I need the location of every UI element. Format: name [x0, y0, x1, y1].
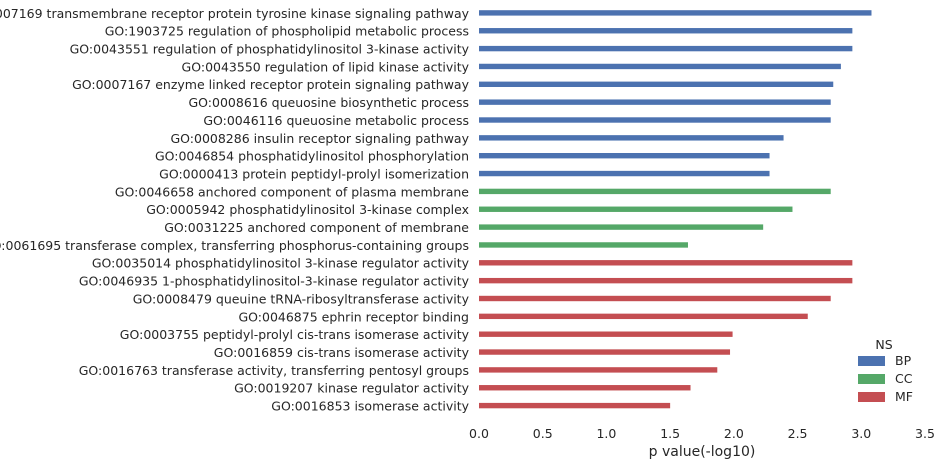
bar: [479, 81, 834, 87]
bar: [479, 170, 770, 177]
legend-title: NS: [875, 337, 892, 352]
bar: [479, 135, 784, 141]
category-label: GO:0016763 transferase activity, transfe…: [79, 363, 469, 378]
bar: [479, 188, 831, 195]
bar: [479, 349, 731, 355]
x-tick-label: 0.0: [469, 426, 489, 441]
bar: [479, 206, 793, 212]
bar: [479, 331, 733, 337]
category-label: GO:0003755 peptidyl-prolyl cis-trans iso…: [120, 327, 470, 342]
category-label: GO:0035014 phosphatidylinositol 3-kinase…: [92, 256, 470, 271]
legend-swatch: [858, 392, 885, 402]
x-tick-label: 0.5: [533, 426, 553, 441]
bar: [479, 224, 764, 230]
bar: [479, 260, 853, 266]
legend: NS BP CC MF: [858, 337, 913, 404]
legend-swatch: [858, 356, 885, 366]
bars: [479, 10, 872, 409]
category-label: GO:0016853 isomerase activity: [271, 399, 469, 414]
category-label: GO:0019207 kinase regulator activity: [234, 381, 470, 396]
bar: [479, 99, 831, 105]
x-axis-title: p value(-log10): [649, 444, 756, 460]
bar: [479, 117, 831, 123]
bar: [479, 28, 853, 34]
category-label: GO:0005942 phosphatidylinositol 3-kinase…: [146, 202, 469, 217]
bar: [479, 385, 691, 391]
bar: [479, 10, 872, 16]
category-label: GO:0031225 anchored component of membran…: [164, 220, 469, 235]
category-label: GO:0046935 1-phosphatidylinositol-3-kina…: [79, 274, 470, 289]
x-tick-label: 3.5: [915, 426, 935, 441]
category-label: GO:0000413 protein peptidyl-prolyl isome…: [159, 166, 469, 181]
category-label: GO:0008479 queuine tRNA-ribosyltransfera…: [133, 291, 470, 306]
bar: [479, 402, 671, 409]
category-label: GO:0043550 regulation of lipid kinase ac…: [182, 59, 470, 74]
bar: [479, 277, 853, 284]
bar: [479, 313, 808, 320]
category-label: GO:0008616 queuosine biosynthetic proces…: [188, 95, 469, 110]
category-label: GO:0046116 queuosine metabolic process: [203, 113, 469, 128]
legend-label: MF: [895, 389, 913, 404]
category-label: GO:0061695 transferase complex, transfer…: [0, 238, 469, 253]
bar: [479, 295, 831, 302]
category-label: GO:0007167 enzyme linked receptor protei…: [72, 77, 470, 92]
bar: [479, 153, 770, 159]
x-axis-ticks: 0.0 0.5 1.0 1.5 2.0 2.5 3.0 3.5: [469, 426, 935, 441]
legend-swatch: [858, 374, 885, 384]
x-tick-label: 2.0: [724, 426, 744, 441]
bar: [479, 367, 718, 373]
legend-label: CC: [895, 371, 913, 386]
category-label: GO:0043551 regulation of phosphatidylino…: [70, 42, 470, 57]
x-tick-label: 3.0: [851, 426, 871, 441]
category-label: GO:0016859 cis-trans isomerase activity: [214, 345, 470, 360]
x-tick-label: 1.5: [660, 426, 680, 441]
bar: [479, 45, 853, 52]
bar: [479, 63, 841, 70]
x-tick-label: 1.0: [596, 426, 616, 441]
category-labels: GO:0007169 transmembrane receptor protei…: [0, 6, 470, 414]
category-label: GO:0008286 insulin receptor signaling pa…: [170, 131, 469, 146]
category-label: GO:0046854 phosphatidylinositol phosphor…: [155, 149, 469, 164]
legend-label: BP: [895, 353, 912, 368]
category-label: GO:0046658 anchored component of plasma …: [115, 184, 469, 199]
bar: [479, 242, 688, 248]
x-tick-label: 2.5: [788, 426, 808, 441]
category-label: GO:0007169 transmembrane receptor protei…: [0, 6, 470, 21]
category-label: GO:0046875 ephrin receptor binding: [238, 309, 469, 324]
category-label: GO:1903725 regulation of phospholipid me…: [105, 24, 469, 39]
